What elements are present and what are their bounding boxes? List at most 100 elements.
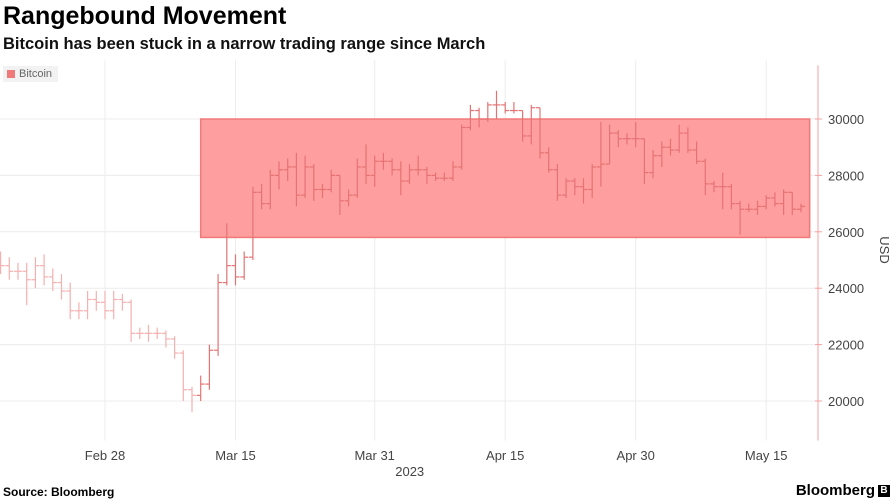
ohlc-bar xyxy=(40,254,49,286)
ohlc-bar xyxy=(640,138,649,184)
ohlc-bar xyxy=(675,124,684,153)
ohlc-bar xyxy=(483,102,492,122)
x-tick-label: Mar 15 xyxy=(215,448,255,463)
ohlc-bar xyxy=(509,102,518,114)
legend-swatch xyxy=(7,70,15,78)
ohlc-bar xyxy=(797,203,805,213)
ohlc-bar xyxy=(83,291,92,320)
ohlc-bar xyxy=(527,104,536,145)
y-axis-label: USD xyxy=(877,236,892,263)
ohlc-bar xyxy=(649,150,658,179)
y-tick-label: 24000 xyxy=(828,281,864,296)
ohlc-bar xyxy=(283,158,292,182)
ohlc-bar xyxy=(118,293,127,311)
ohlc-bar xyxy=(31,257,40,289)
ohlc-bar xyxy=(109,291,118,320)
ohlc-bar xyxy=(762,195,771,210)
ohlc-bar xyxy=(266,169,275,210)
ohlc-bar xyxy=(422,166,431,184)
x-tick-label: Apr 15 xyxy=(486,448,524,463)
ohlc-bar xyxy=(301,155,310,198)
ohlc-bar xyxy=(353,158,362,198)
ohlc-bar xyxy=(214,274,223,356)
ohlc-bar xyxy=(449,161,457,182)
ohlc-bar xyxy=(570,178,579,196)
highlight-band xyxy=(199,118,811,239)
ohlc-bar xyxy=(335,174,344,215)
ohlc-bar xyxy=(257,183,266,210)
ohlc-bar xyxy=(309,164,318,201)
ohlc-bar xyxy=(457,124,466,170)
ohlc-bar xyxy=(14,262,22,280)
legend-label: Bitcoin xyxy=(19,68,53,80)
ohlc-bar xyxy=(196,375,205,401)
ohlc-bar xyxy=(362,144,370,184)
ohlc-bar xyxy=(788,191,797,215)
y-tick-label: 30000 xyxy=(828,112,864,127)
bloomberg-logo: Bloomberg B xyxy=(796,482,890,499)
ohlc-bar xyxy=(623,133,631,145)
ohlc-bar xyxy=(205,344,214,390)
ohlc-bar xyxy=(631,121,640,148)
ohlc-bar xyxy=(188,386,196,413)
ohlc-bar xyxy=(605,124,614,165)
chart-title: Rangebound Movement xyxy=(3,2,287,30)
ohlc-bar xyxy=(48,268,57,292)
ohlc-bar xyxy=(727,183,736,210)
ohlc-bar xyxy=(588,164,597,198)
ohlc-bar xyxy=(553,164,562,201)
ohlc-bar xyxy=(692,141,701,165)
ohlc-bar xyxy=(240,251,249,280)
ohlc-bar xyxy=(231,254,240,286)
ohlc-bar xyxy=(74,302,83,320)
ohlc-bar xyxy=(179,350,188,401)
ohlc-bar xyxy=(431,172,440,182)
ohlc-bar xyxy=(614,130,623,148)
ohlc-bar xyxy=(318,183,327,198)
ohlc-bar xyxy=(388,158,397,176)
ohlc-bar xyxy=(518,109,527,142)
y-tick-label: 20000 xyxy=(828,394,864,409)
ohlc-bar xyxy=(0,251,5,275)
ohlc-bar xyxy=(770,192,779,207)
ohlc-bar xyxy=(153,327,162,339)
x-tick-label: Feb 28 xyxy=(85,448,125,463)
ohlc-bar xyxy=(475,107,484,128)
ohlc-bar xyxy=(222,223,231,286)
ohlc-bar xyxy=(779,189,788,215)
ohlc-bar xyxy=(562,178,571,198)
ohlc-bar xyxy=(379,152,388,170)
y-tick-label: 26000 xyxy=(828,225,864,240)
ohlc-bar xyxy=(466,104,475,131)
x-tick-label: Apr 30 xyxy=(617,448,655,463)
ohlc-bar xyxy=(710,181,718,193)
ohlc-bar xyxy=(170,336,179,359)
x-tick-label: May 15 xyxy=(745,448,788,463)
ohlc-bar xyxy=(57,274,66,300)
ohlc-bar xyxy=(683,127,692,153)
bloomberg-b-icon: B xyxy=(878,484,890,497)
ohlc-bar xyxy=(248,186,257,260)
ohlc-bar xyxy=(596,121,605,187)
ohlc-bar xyxy=(5,257,14,280)
ohlc-bar xyxy=(701,158,710,196)
source-note: Source: Bloomberg xyxy=(3,485,115,499)
ohlc-bar xyxy=(414,155,423,176)
ohlc-bar xyxy=(744,203,753,213)
ohlc-bar xyxy=(657,141,666,167)
ohlc-bar xyxy=(161,330,170,348)
chart-subtitle: Bitcoin has been stuck in a narrow tradi… xyxy=(3,35,486,53)
x-tick-label: Mar 31 xyxy=(354,448,394,463)
ohlc-bar xyxy=(544,147,553,173)
legend: Bitcoin xyxy=(3,66,59,82)
ohlc-bar xyxy=(753,200,762,215)
ohlc-bar xyxy=(440,172,449,182)
ohlc-bar xyxy=(370,155,379,187)
ohlc-bar xyxy=(327,169,336,193)
ohlc-bar xyxy=(396,161,405,196)
x-axis-label: 2023 xyxy=(395,464,424,479)
ohlc-bar xyxy=(92,291,101,311)
ohlc-bar xyxy=(135,327,144,339)
ohlc-bar xyxy=(275,161,283,190)
ohlc-bar xyxy=(101,291,109,320)
